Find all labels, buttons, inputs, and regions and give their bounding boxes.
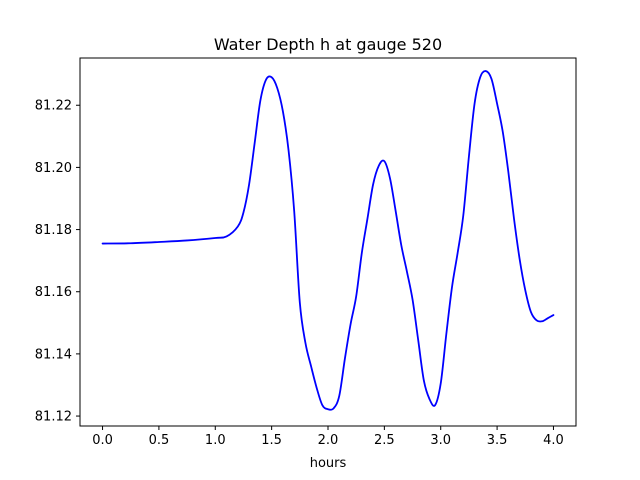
x-axis: 0.0 0.5 1.0 1.5 2.0 2.5 3.0 3.5 4.0 [92, 426, 564, 448]
chart-title: Water Depth h at gauge 520 [214, 35, 442, 54]
x-tick-label: 0.0 [92, 433, 113, 448]
y-tick-label: 81.14 [35, 347, 72, 362]
y-tick-label: 81.18 [35, 223, 72, 238]
x-tick-label: 2.0 [318, 433, 339, 448]
y-axis: 81.12 81.14 81.16 81.18 81.20 81.22 [35, 99, 80, 425]
x-tick-label: 0.5 [149, 433, 170, 448]
series-line [101, 70, 555, 411]
x-tick-label: 1.5 [261, 433, 282, 448]
y-tick-label: 81.20 [35, 161, 72, 176]
x-tick-label: 2.5 [374, 433, 395, 448]
x-tick-label: 1.0 [205, 433, 226, 448]
x-tick-label: 3.5 [487, 433, 508, 448]
y-tick-label: 81.22 [35, 99, 72, 114]
series-layer [101, 70, 555, 411]
y-tick-label: 81.12 [35, 410, 72, 425]
x-tick-label: 3.0 [430, 433, 451, 448]
x-axis-label: hours [310, 456, 347, 471]
x-tick-label: 4.0 [543, 433, 564, 448]
y-tick-label: 81.16 [35, 285, 72, 300]
